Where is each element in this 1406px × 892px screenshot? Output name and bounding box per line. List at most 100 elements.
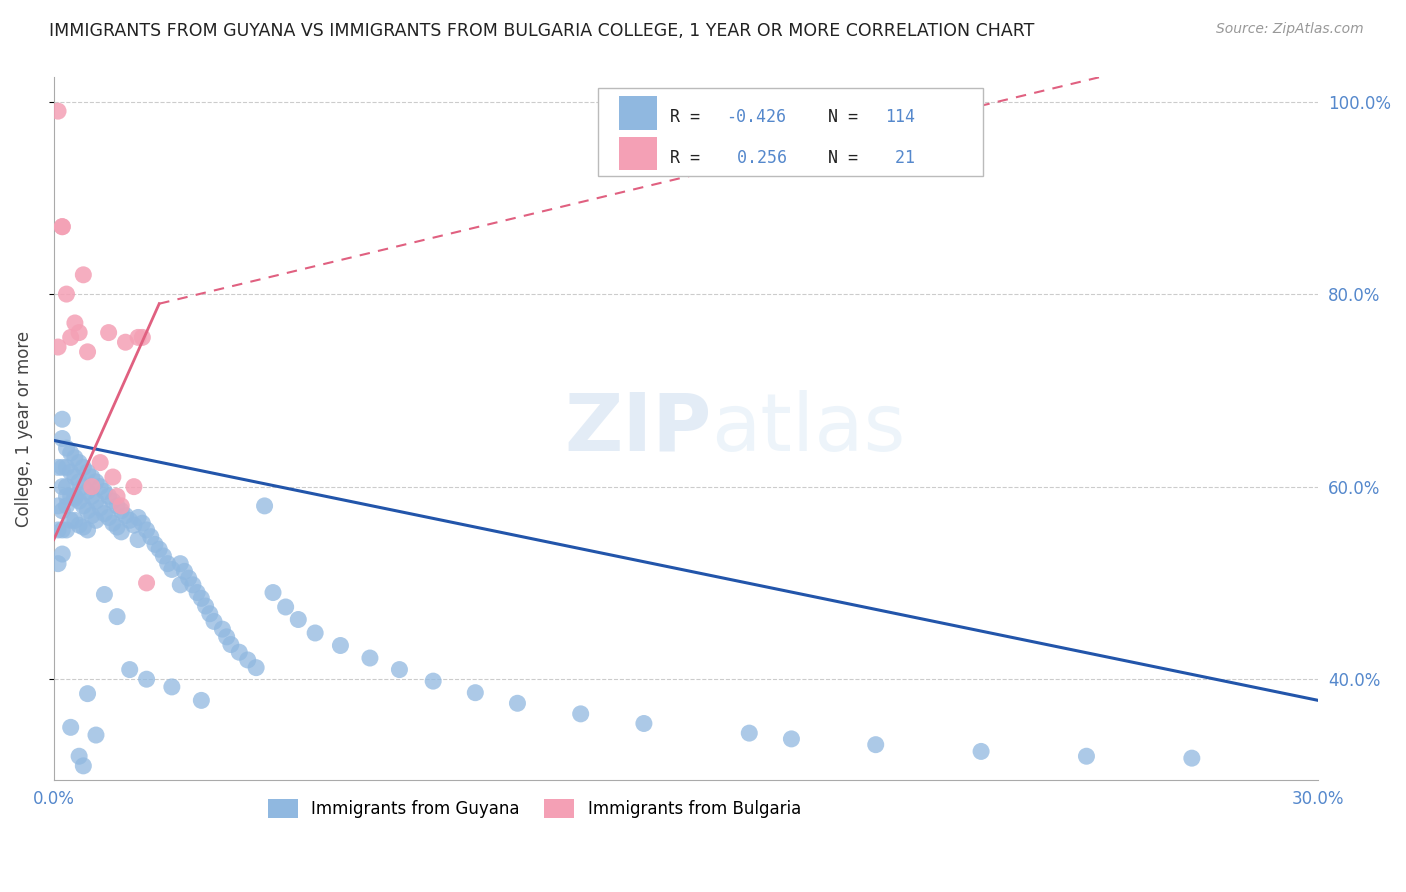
- Point: [131, 516, 153, 531]
- Point: [198, 607, 221, 621]
- Point: [59, 489, 82, 503]
- Point: [55, 441, 77, 455]
- Point: [84, 728, 107, 742]
- Point: [93, 484, 115, 499]
- Text: R =: R =: [669, 149, 710, 167]
- Point: [219, 638, 242, 652]
- Point: [63, 316, 86, 330]
- Point: [84, 513, 107, 527]
- Point: [89, 500, 111, 515]
- Point: [59, 513, 82, 527]
- Point: [202, 615, 225, 629]
- Point: [464, 686, 486, 700]
- Point: [51, 480, 73, 494]
- Point: [76, 344, 98, 359]
- Point: [169, 578, 191, 592]
- Point: [148, 542, 170, 557]
- Point: [51, 523, 73, 537]
- Point: [89, 480, 111, 494]
- Text: N =: N =: [828, 108, 868, 127]
- Point: [51, 460, 73, 475]
- Point: [110, 499, 132, 513]
- Point: [55, 523, 77, 537]
- Point: [215, 630, 238, 644]
- Point: [236, 653, 259, 667]
- Point: [506, 696, 529, 710]
- Point: [51, 504, 73, 518]
- Point: [228, 645, 250, 659]
- Point: [194, 599, 217, 613]
- Point: [80, 480, 103, 494]
- Point: [970, 744, 993, 758]
- Point: [127, 533, 149, 547]
- Point: [97, 326, 120, 340]
- Point: [780, 731, 803, 746]
- Point: [422, 674, 444, 689]
- Point: [135, 672, 157, 686]
- Point: [304, 626, 326, 640]
- Point: [173, 565, 195, 579]
- Point: [633, 716, 655, 731]
- Point: [388, 663, 411, 677]
- Point: [97, 489, 120, 503]
- Point: [177, 571, 200, 585]
- Point: [131, 330, 153, 344]
- Point: [72, 499, 94, 513]
- Point: [93, 587, 115, 601]
- Point: [59, 330, 82, 344]
- Point: [127, 330, 149, 344]
- Point: [101, 470, 124, 484]
- Point: [127, 510, 149, 524]
- Y-axis label: College, 1 year or more: College, 1 year or more: [15, 331, 32, 527]
- Text: atlas: atlas: [711, 390, 905, 468]
- Point: [359, 651, 381, 665]
- Point: [67, 494, 90, 508]
- Text: 0.256: 0.256: [727, 149, 786, 167]
- Point: [80, 489, 103, 503]
- Point: [105, 520, 128, 534]
- Point: [67, 749, 90, 764]
- Point: [55, 499, 77, 513]
- Point: [156, 557, 179, 571]
- Point: [80, 508, 103, 523]
- Point: [63, 489, 86, 503]
- FancyBboxPatch shape: [619, 96, 657, 130]
- Point: [190, 591, 212, 606]
- Legend: Immigrants from Guyana, Immigrants from Bulgaria: Immigrants from Guyana, Immigrants from …: [262, 793, 807, 825]
- Point: [118, 513, 141, 527]
- Point: [105, 489, 128, 503]
- Point: [76, 465, 98, 479]
- Text: 114: 114: [884, 108, 914, 127]
- Point: [55, 489, 77, 503]
- Point: [55, 287, 77, 301]
- Point: [93, 507, 115, 521]
- Point: [51, 412, 73, 426]
- FancyBboxPatch shape: [619, 136, 657, 170]
- Point: [114, 508, 136, 523]
- Point: [76, 504, 98, 518]
- Point: [67, 326, 90, 340]
- Point: [72, 520, 94, 534]
- Point: [1076, 749, 1098, 764]
- Point: [46, 557, 69, 571]
- Point: [63, 513, 86, 527]
- Point: [67, 475, 90, 489]
- Point: [80, 470, 103, 484]
- Point: [89, 456, 111, 470]
- Point: [118, 663, 141, 677]
- Text: ZIP: ZIP: [564, 390, 711, 468]
- Point: [287, 613, 309, 627]
- Point: [139, 530, 162, 544]
- Point: [160, 680, 183, 694]
- Point: [67, 518, 90, 533]
- Point: [51, 219, 73, 234]
- Point: [190, 693, 212, 707]
- Point: [211, 622, 233, 636]
- Text: N =: N =: [828, 149, 868, 167]
- Point: [84, 475, 107, 489]
- Point: [59, 465, 82, 479]
- Point: [105, 609, 128, 624]
- Point: [51, 432, 73, 446]
- Point: [122, 518, 145, 533]
- Point: [569, 706, 592, 721]
